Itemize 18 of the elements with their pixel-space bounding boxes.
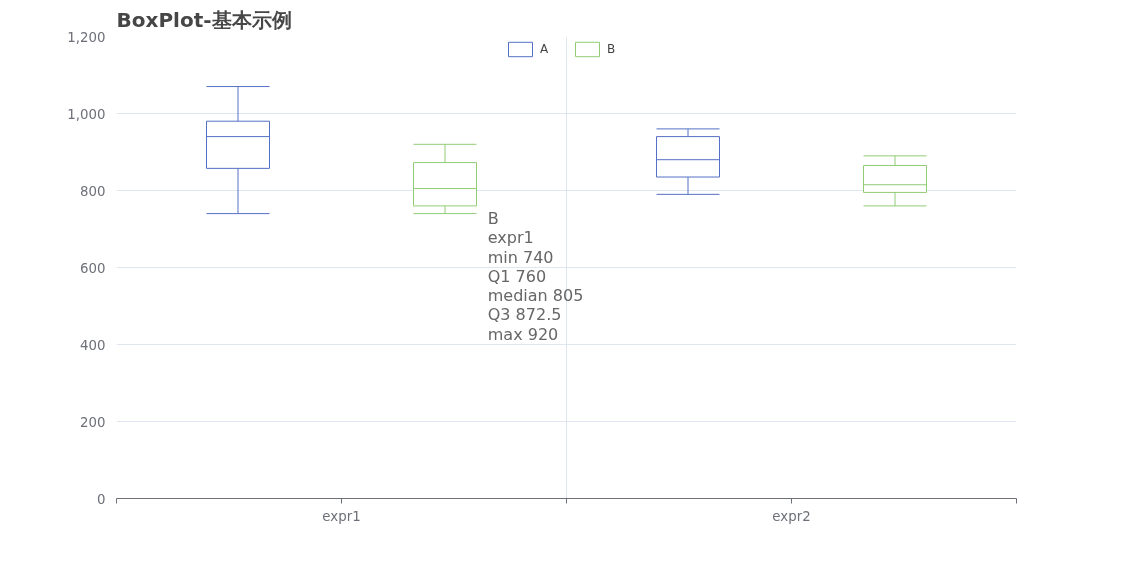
annotation: expr1 (487, 228, 534, 248)
annotation: Q3 872.5 (487, 305, 562, 325)
y-tick-label: 1,000 (67, 106, 106, 122)
chart-title: BoxPlot-基本示例 (116, 7, 292, 32)
y-tick-label: 0 (97, 491, 106, 507)
legend-label: B (607, 42, 617, 56)
y-tick-label: 400 (80, 337, 106, 353)
annotation: max 920 (487, 324, 559, 344)
annotation: median 805 (487, 286, 584, 306)
annotation: Q1 760 (487, 266, 547, 286)
y-tick-label: 200 (80, 414, 106, 430)
annotation: B (487, 209, 499, 229)
x-tick-label: expr2 (772, 508, 811, 524)
y-tick-label: 600 (80, 260, 106, 276)
annotation: min 740 (487, 247, 554, 267)
legend-label: A (540, 42, 550, 56)
y-tick-label: 1,200 (67, 29, 106, 45)
y-tick-label: 800 (80, 183, 106, 199)
